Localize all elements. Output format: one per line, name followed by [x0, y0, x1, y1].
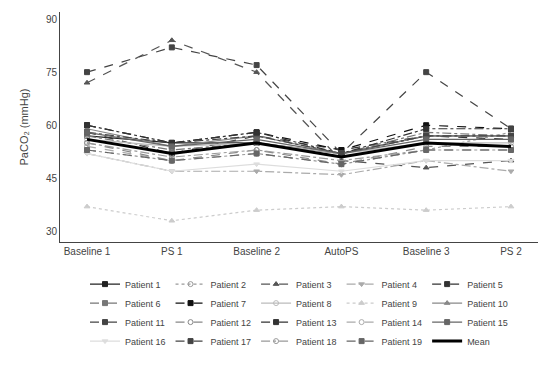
svg-text:60: 60 [46, 120, 58, 131]
svg-text:Patient 5: Patient 5 [467, 280, 503, 290]
svg-text:Patient 10: Patient 10 [467, 299, 508, 309]
svg-text:Patient 18: Patient 18 [296, 337, 337, 347]
svg-text:90: 90 [46, 14, 58, 25]
svg-text:Baseline 1: Baseline 1 [64, 246, 111, 257]
svg-text:Patient 7: Patient 7 [211, 299, 247, 309]
svg-text:75: 75 [46, 67, 58, 78]
svg-text:Patient 16: Patient 16 [125, 337, 166, 347]
svg-text:Patient 15: Patient 15 [467, 318, 508, 328]
svg-text:PaCO₂ (mmHg): PaCO₂ (mmHg) [18, 89, 30, 166]
svg-text:Patient 1: Patient 1 [125, 280, 161, 290]
svg-text:Mean: Mean [467, 337, 490, 347]
svg-text:PS 2: PS 2 [500, 246, 522, 257]
svg-text:Patient 6: Patient 6 [125, 299, 161, 309]
svg-text:Patient 11: Patient 11 [125, 318, 165, 328]
svg-text:30: 30 [46, 226, 58, 237]
svg-text:AutoPS: AutoPS [324, 246, 358, 257]
svg-text:Patient 2: Patient 2 [211, 280, 247, 290]
svg-text:Patient 19: Patient 19 [382, 337, 423, 347]
svg-text:PS 1: PS 1 [161, 246, 183, 257]
svg-text:Patient 3: Patient 3 [296, 280, 332, 290]
svg-text:Patient 4: Patient 4 [382, 280, 418, 290]
svg-text:45: 45 [46, 173, 58, 184]
svg-text:Patient 14: Patient 14 [382, 318, 423, 328]
svg-text:Patient 12: Patient 12 [211, 318, 252, 328]
svg-text:Baseline 2: Baseline 2 [233, 246, 280, 257]
svg-text:Baseline 3: Baseline 3 [403, 246, 450, 257]
svg-text:Patient 9: Patient 9 [382, 299, 418, 309]
svg-text:Patient 13: Patient 13 [296, 318, 337, 328]
svg-text:Patient 8: Patient 8 [296, 299, 332, 309]
svg-text:Patient 17: Patient 17 [211, 337, 252, 347]
